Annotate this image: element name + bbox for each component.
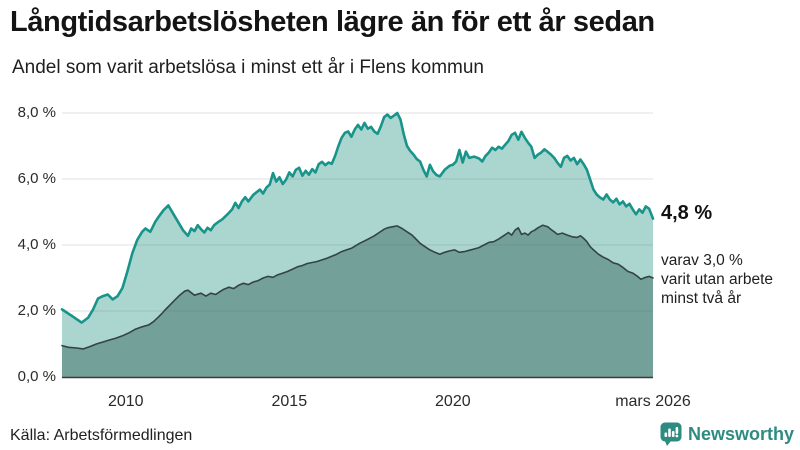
page-title: Långtidsarbetslösheten lägre än för ett … xyxy=(10,6,655,38)
series-line-1 xyxy=(61,224,654,350)
area-fill-series-1 xyxy=(62,225,653,377)
x-tick-label: 2015 xyxy=(271,393,308,410)
newsworthy-brand: Newsworthy xyxy=(660,422,794,446)
subseries-annotation-line: varav 3,0 % xyxy=(661,252,743,269)
source-attribution: Källa: Arbetsförmedlingen xyxy=(10,427,193,444)
y-tick-label: 8,0 % xyxy=(17,104,56,121)
series-line-0 xyxy=(60,111,655,324)
y-tick-label: 2,0 % xyxy=(17,302,56,319)
chart-subtitle: Andel som varit arbetslösa i minst ett å… xyxy=(12,57,485,78)
x-tick-label: mars 2026 xyxy=(615,393,691,410)
x-tick-label: 2010 xyxy=(107,393,144,410)
y-tick-label: 4,0 % xyxy=(17,236,56,253)
y-tick-label: 0,0 % xyxy=(17,368,56,385)
subseries-annotation-line: minst två år xyxy=(661,290,742,307)
latest-value-annotation: 4,8 % xyxy=(661,202,713,224)
brand-name: Newsworthy xyxy=(687,423,794,444)
newsworthy-logo-icon xyxy=(660,422,682,446)
x-tick-label: 2020 xyxy=(435,393,471,410)
subseries-annotation: varav 3,0 % varit utan arbete minst två … xyxy=(661,251,773,308)
subseries-annotation-line: varit utan arbete xyxy=(661,271,774,288)
y-tick-label: 6,0 % xyxy=(17,170,56,187)
